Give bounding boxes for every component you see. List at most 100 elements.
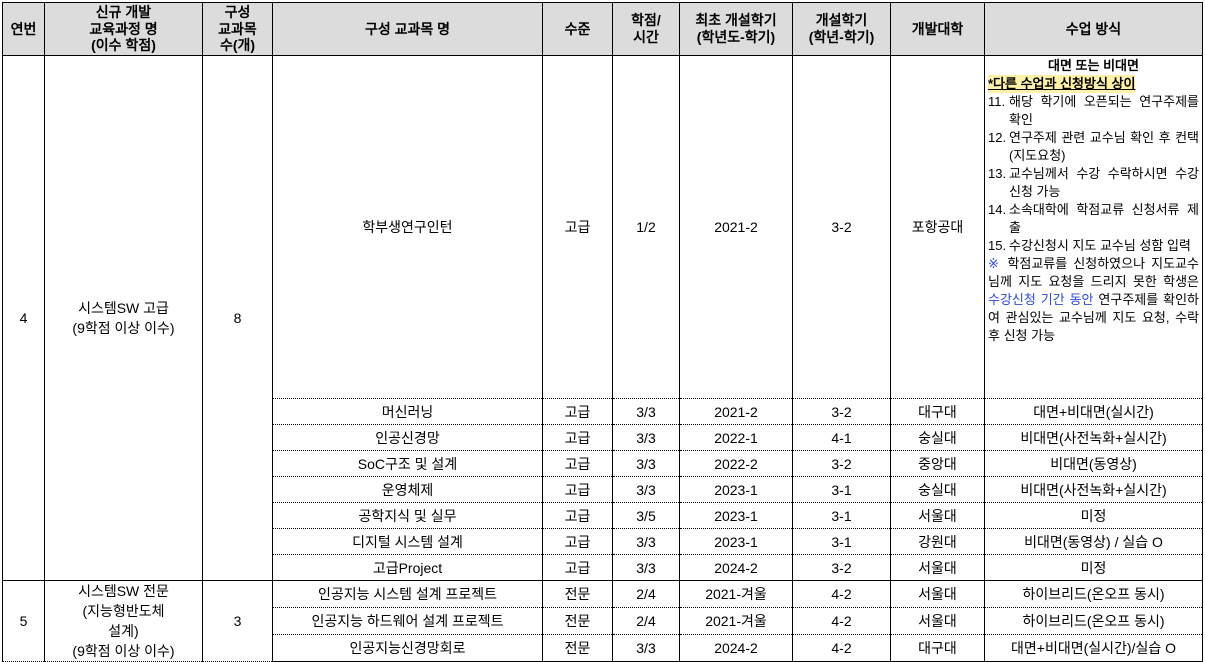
cell-level: 고급 <box>542 554 613 581</box>
cell-course-name: 인공신경망 <box>272 424 543 451</box>
cell-method: 하이브리드(온오프 동시) <box>984 607 1203 635</box>
cell-credit: 2/4 <box>612 580 680 608</box>
cell-univ: 서울대 <box>890 607 985 635</box>
cell-semester: 3-1 <box>792 476 891 503</box>
header-credit-hours: 학점/ 시간 <box>612 2 680 56</box>
method-step: 14. 소속대학에 학점교류 신청서류 제출 <box>988 202 1199 235</box>
cell-course-name: SoC구조 및 설계 <box>272 450 543 477</box>
table-row: 4 시스템SW 고급 (9학점 이상 이수) 8 학부생연구인턴 고급 1/2 … <box>2 55 1203 581</box>
cell-level: 고급 <box>542 55 613 399</box>
cell-semester: 3-1 <box>792 502 891 529</box>
header-level: 수준 <box>542 2 613 56</box>
cell-credit: 3/3 <box>612 424 680 451</box>
table-row: 5 시스템SW 전문 (지능형반도체 설계) (9학점 이상 이수) 3 인공지… <box>2 580 1203 662</box>
cell-credit: 3/3 <box>612 554 680 581</box>
header-no: 연번 <box>2 2 45 56</box>
cell-credit: 3/3 <box>612 450 680 477</box>
header-method: 수업 방식 <box>984 2 1203 56</box>
cell-course-name: 인공지능신경망회로 <box>272 634 543 662</box>
cell-semester: 3-2 <box>792 398 891 425</box>
cell-first-semester: 2023-1 <box>679 476 793 503</box>
cell-course-name: 디지털 시스템 설계 <box>272 528 543 555</box>
table-row: 인공지능 하드웨어 설계 프로젝트 전문 2/4 2021-겨울 4-2 서울대… <box>3 607 1203 635</box>
cell-count: 8 <box>202 55 273 581</box>
cell-level: 고급 <box>542 398 613 425</box>
cell-credit: 3/3 <box>612 528 680 555</box>
cell-semester: 3-2 <box>792 55 891 399</box>
method-step: 13. 교수님께서 수강 수락하시면 수강신청 가능 <box>988 166 1199 199</box>
cell-first-semester: 2021-2 <box>679 55 793 399</box>
cell-course-name: 머신러닝 <box>272 398 543 425</box>
cell-credit: 3/3 <box>612 398 680 425</box>
cell-level: 고급 <box>542 476 613 503</box>
cell-method: 비대면(동영상) / 실습 O <box>984 528 1203 555</box>
header-course-name: 구성 교과목 명 <box>272 2 543 56</box>
table-row: 인공지능신경망회로 전문 3/3 2024-2 4-2 대구대 대면+비대면(실… <box>3 634 1203 662</box>
header-program: 신규 개발 교육과정 명 (이수 학점) <box>44 2 203 56</box>
cell-credit: 3/5 <box>612 502 680 529</box>
cell-level: 전문 <box>542 580 613 608</box>
cell-first-semester: 2022-2 <box>679 450 793 477</box>
cell-method: 비대면(사전녹화+실시간) <box>984 424 1203 451</box>
cell-semester: 3-2 <box>792 554 891 581</box>
method-note: ※ 학점교류를 신청하였으나 지도교수님께 지도 요청을 드리지 못한 학생은 … <box>988 256 1199 343</box>
cell-univ: 서울대 <box>890 580 985 608</box>
cell-semester: 4-1 <box>792 424 891 451</box>
cell-univ: 중앙대 <box>890 450 985 477</box>
method-step: 11. 해당 학기에 오픈되는 연구주제를 확인 <box>988 94 1199 127</box>
cell-level: 전문 <box>542 607 613 635</box>
cell-course-name: 고급Project <box>272 554 543 581</box>
table-row: SoC구조 및 설계 고급 3/3 2022-2 3-2 중앙대 비대면(동영상… <box>3 450 1203 477</box>
header-course-count: 구성 교과목 수(개) <box>202 2 273 56</box>
cell-method: 대면+비대면(실시간)/실습 O <box>984 634 1203 662</box>
cell-first-semester: 2021-겨울 <box>679 607 793 635</box>
method-step: 15. 수강신청시 지도 교수님 성함 입력 <box>988 238 1191 253</box>
cell-level: 고급 <box>542 502 613 529</box>
table-row: 고급Project 고급 3/3 2024-2 3-2 서울대 미정 <box>3 554 1203 581</box>
cell-first-semester: 2023-1 <box>679 528 793 555</box>
cell-semester: 3-2 <box>792 450 891 477</box>
cell-first-semester: 2023-1 <box>679 502 793 529</box>
cell-first-semester: 2021-겨울 <box>679 580 793 608</box>
cell-method: 비대면(동영상) <box>984 450 1203 477</box>
cell-semester: 3-1 <box>792 528 891 555</box>
cell-univ: 숭실대 <box>890 476 985 503</box>
cell-univ: 대구대 <box>890 634 985 662</box>
cell-course-name: 운영체제 <box>272 476 543 503</box>
cell-course-name: 인공지능 시스템 설계 프로젝트 <box>272 580 543 608</box>
cell-credit: 1/2 <box>612 55 680 399</box>
table-row: 디지털 시스템 설계 고급 3/3 2023-1 3-1 강원대 비대면(동영상… <box>3 528 1203 555</box>
cell-program: 시스템SW 전문 (지능형반도체 설계) (9학점 이상 이수) <box>44 580 203 662</box>
cell-semester: 4-2 <box>792 634 891 662</box>
cell-univ: 숭실대 <box>890 424 985 451</box>
cell-method: 미정 <box>984 554 1203 581</box>
cell-level: 전문 <box>542 634 613 662</box>
cell-univ: 서울대 <box>890 502 985 529</box>
cell-program: 시스템SW 고급 (9학점 이상 이수) <box>44 55 203 581</box>
header-univ: 개발대학 <box>890 2 985 56</box>
cell-count: 3 <box>202 580 273 662</box>
cell-semester: 4-2 <box>792 607 891 635</box>
cell-course-name: 인공지능 하드웨어 설계 프로젝트 <box>272 607 543 635</box>
table-row: 운영체제 고급 3/3 2023-1 3-1 숭실대 비대면(사전녹화+실시간) <box>3 476 1203 503</box>
header-semester: 개설학기 (학년-학기) <box>792 2 891 56</box>
cell-method: 비대면(사전녹화+실시간) <box>984 476 1203 503</box>
note-marker: ※ <box>988 256 1002 271</box>
cell-no: 4 <box>2 55 45 581</box>
cell-method: 대면+비대면(실시간) <box>984 398 1203 425</box>
header-row: 연번 신규 개발 교육과정 명 (이수 학점) 구성 교과목 수(개) 구성 교… <box>2 2 1203 56</box>
method-instructions: 대면 또는 비대면 *다른 수업과 신청방식 상이 11. 해당 학기에 오픈되는… <box>984 55 1203 399</box>
note-blue-text: 수강신청 기간 동안 <box>988 292 1094 307</box>
cell-course-name: 공학지식 및 실무 <box>272 502 543 529</box>
cell-univ: 대구대 <box>890 398 985 425</box>
cell-first-semester: 2024-2 <box>679 634 793 662</box>
cell-credit: 2/4 <box>612 607 680 635</box>
method-title: 대면 또는 비대면 <box>1048 58 1139 73</box>
cell-level: 고급 <box>542 528 613 555</box>
cell-univ: 강원대 <box>890 528 985 555</box>
header-first-semester: 최초 개설학기 (학년도-학기) <box>679 2 793 56</box>
cell-first-semester: 2021-2 <box>679 398 793 425</box>
cell-credit: 3/3 <box>612 634 680 662</box>
cell-first-semester: 2024-2 <box>679 554 793 581</box>
